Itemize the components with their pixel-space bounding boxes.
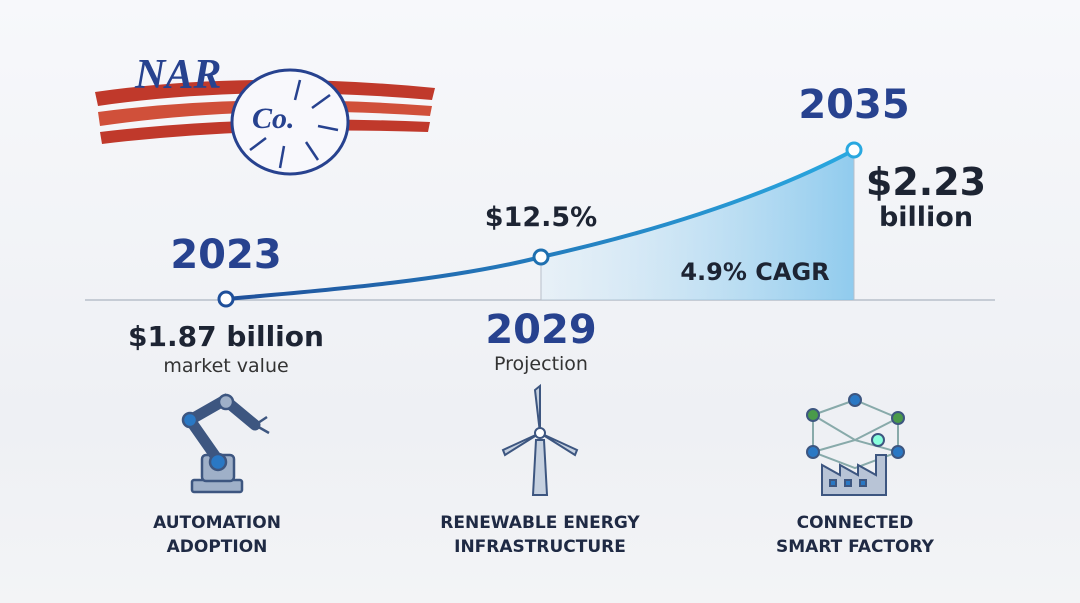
feature-labels: AUTOMATION ADOPTION RENEWABLE ENERGY INFRAS… bbox=[153, 513, 935, 557]
feature-label: AUTOMATION bbox=[153, 513, 281, 533]
value: $1.87 billion bbox=[128, 320, 324, 353]
unit: billion bbox=[879, 202, 973, 233]
factory-icon bbox=[806, 393, 905, 496]
year: 2023 bbox=[170, 232, 281, 278]
value: $2.23 bbox=[866, 160, 986, 204]
robot-icon bbox=[181, 393, 270, 494]
note: market value bbox=[163, 355, 288, 377]
turbine-icon bbox=[501, 383, 579, 496]
cagr: 4.9% CAGR bbox=[680, 258, 829, 286]
value: $12.5% bbox=[485, 202, 597, 233]
point bbox=[217, 290, 235, 308]
note: Projection bbox=[494, 353, 588, 375]
logo-mark: Co. bbox=[252, 102, 295, 135]
year: 2035 bbox=[798, 82, 909, 128]
feature-label: INFRASTRUCTURE bbox=[454, 537, 626, 557]
feature-label: ADOPTION bbox=[167, 537, 268, 557]
feature-label: CONNECTED bbox=[797, 513, 914, 533]
feature-label: SMART FACTORY bbox=[776, 537, 935, 557]
logo: NAR Co. bbox=[95, 52, 435, 176]
logo-word: NAR bbox=[134, 52, 221, 98]
feature-label: RENEWABLE ENERGY bbox=[440, 513, 640, 533]
point bbox=[845, 141, 863, 159]
year: 2029 bbox=[485, 307, 596, 353]
point bbox=[532, 248, 550, 266]
